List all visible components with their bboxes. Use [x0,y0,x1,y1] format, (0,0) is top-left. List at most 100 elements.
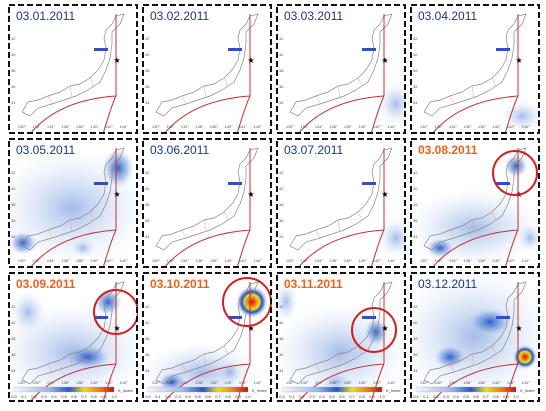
lon-tick-label: 144° [521,380,530,385]
station-label [228,182,242,185]
lon-tick-label: 144° [253,380,262,385]
colorbar [415,386,517,393]
colorbar-tick: 1.0 [245,394,251,399]
lat-tick-label: 34 [279,234,284,239]
colorbar-tick: 0.1 [155,394,161,399]
lat-tick-label: 38 [11,202,16,207]
panel-border [8,272,138,402]
panel-border [276,138,406,268]
lon-tick-label: 136° [329,380,338,385]
lon-tick-label: 144° [387,124,396,129]
lat-tick-label: 36 [279,352,284,357]
prefecture-lines [315,211,363,239]
lon-tick-label: 140° [358,124,367,129]
lon-tick-label: 134° [181,258,190,263]
lon-tick-label: 136° [61,124,70,129]
lon-tick-label: 132° [300,258,309,263]
lon-tick-label: 140° [90,380,99,385]
lat-tick-label: 38 [11,68,16,73]
lat-tick-label: 36 [145,84,150,89]
prefecture-lines [315,345,363,373]
lon-tick-label: 136° [195,124,204,129]
lon-tick-label: 144° [253,124,262,129]
lat-tick-label: 38 [279,336,284,341]
intensity-blob [426,238,454,258]
colorbar-tick: 0.8 [493,394,499,399]
prefecture-lines [181,77,229,105]
lon-tick-label: 138° [344,124,353,129]
colorbar-tick: 0.5 [329,394,335,399]
station-label [94,48,108,51]
intensity-blob [142,342,262,402]
lon-tick-label: 142° [373,124,382,129]
lat-tick-label: 40 [145,320,150,325]
lon-tick-label: 134° [315,258,324,263]
lon-tick-label: 134° [315,380,324,385]
lat-tick-label: 38 [279,202,284,207]
lon-tick-label: 130° [286,258,295,263]
lat-tick-label: 40 [413,52,418,57]
plate-boundary [29,14,117,134]
station-label [496,48,510,51]
lon-tick-label: 132° [434,258,443,263]
intensity-blob [218,360,242,384]
map-panel: ★ 34 36 38 40 42 130° 132° 134° 136° 138° 140° 142° 1… [8,4,138,134]
lon-tick-label: 142° [239,258,248,263]
lon-tick-label: 140° [358,380,367,385]
plate-boundary [431,148,519,268]
map-panel: ★ 34 36 38 40 42 130° 132° 134° 136° 138° 140° 142° 1… [276,4,406,134]
epicenter-star: ★ [515,324,522,333]
lon-tick-label: 130° [420,124,429,129]
lat-tick-label: 38 [11,336,16,341]
colorbar-tick: 0.2 [31,394,37,399]
panel-date: 03.04.2011 [418,9,477,23]
panel-border [8,138,138,268]
lat-tick-label: 34 [11,234,16,239]
lon-tick-label: 134° [47,124,56,129]
lon-tick-label: 138° [210,380,219,385]
panel-date: 03.10.2011 [150,277,210,291]
colorbar-tick: 0.3 [41,394,47,399]
lon-tick-label: 134° [315,124,324,129]
lat-tick-label: 36 [11,352,16,357]
panel-border [410,138,540,268]
lon-tick-label: 142° [507,380,516,385]
lon-tick-label: 132° [32,380,41,385]
colorbar-tick: 0.0 [279,394,285,399]
epicenter-star: ★ [381,56,388,65]
highlight-circle [93,289,138,335]
colorbar-tick: 0.3 [443,394,449,399]
lon-tick-label: 136° [195,258,204,263]
map-panel: ★ 34 36 38 40 42 130° 132° 134° 136° 138° 140° 142° 1… [8,272,138,402]
lat-tick-label: 42 [145,304,150,309]
prefecture-lines [449,345,497,373]
lon-tick-label: 136° [329,124,338,129]
lon-tick-label: 136° [329,258,338,263]
lon-tick-label: 130° [18,380,27,385]
prefecture-lines [449,211,497,239]
colorbar-tick: 0.2 [165,394,171,399]
colorbar-tick: 0.8 [225,394,231,399]
lon-tick-label: 132° [166,380,175,385]
epicenter-star: ★ [113,56,120,65]
lon-tick-label: 140° [224,258,233,263]
station-label [228,316,242,319]
lat-tick-label: 34 [413,368,418,373]
colorbar-label: K_Index [386,388,401,393]
lon-tick-label: 134° [449,380,458,385]
panel-border [142,138,272,268]
lat-tick-label: 36 [279,218,284,223]
station-label [496,316,510,319]
lat-tick-label: 36 [145,218,150,223]
lat-tick-label: 36 [413,352,418,357]
lon-tick-label: 144° [253,258,262,263]
epicenter-star: ★ [381,324,388,333]
lat-tick-label: 40 [413,320,418,325]
intensity-blob [434,345,466,369]
intensity-blob [468,308,512,336]
lon-tick-label: 130° [152,380,161,385]
colorbar-tick: 0.1 [289,394,295,399]
epicenter-star: ★ [247,56,254,65]
panel-border [142,4,272,134]
